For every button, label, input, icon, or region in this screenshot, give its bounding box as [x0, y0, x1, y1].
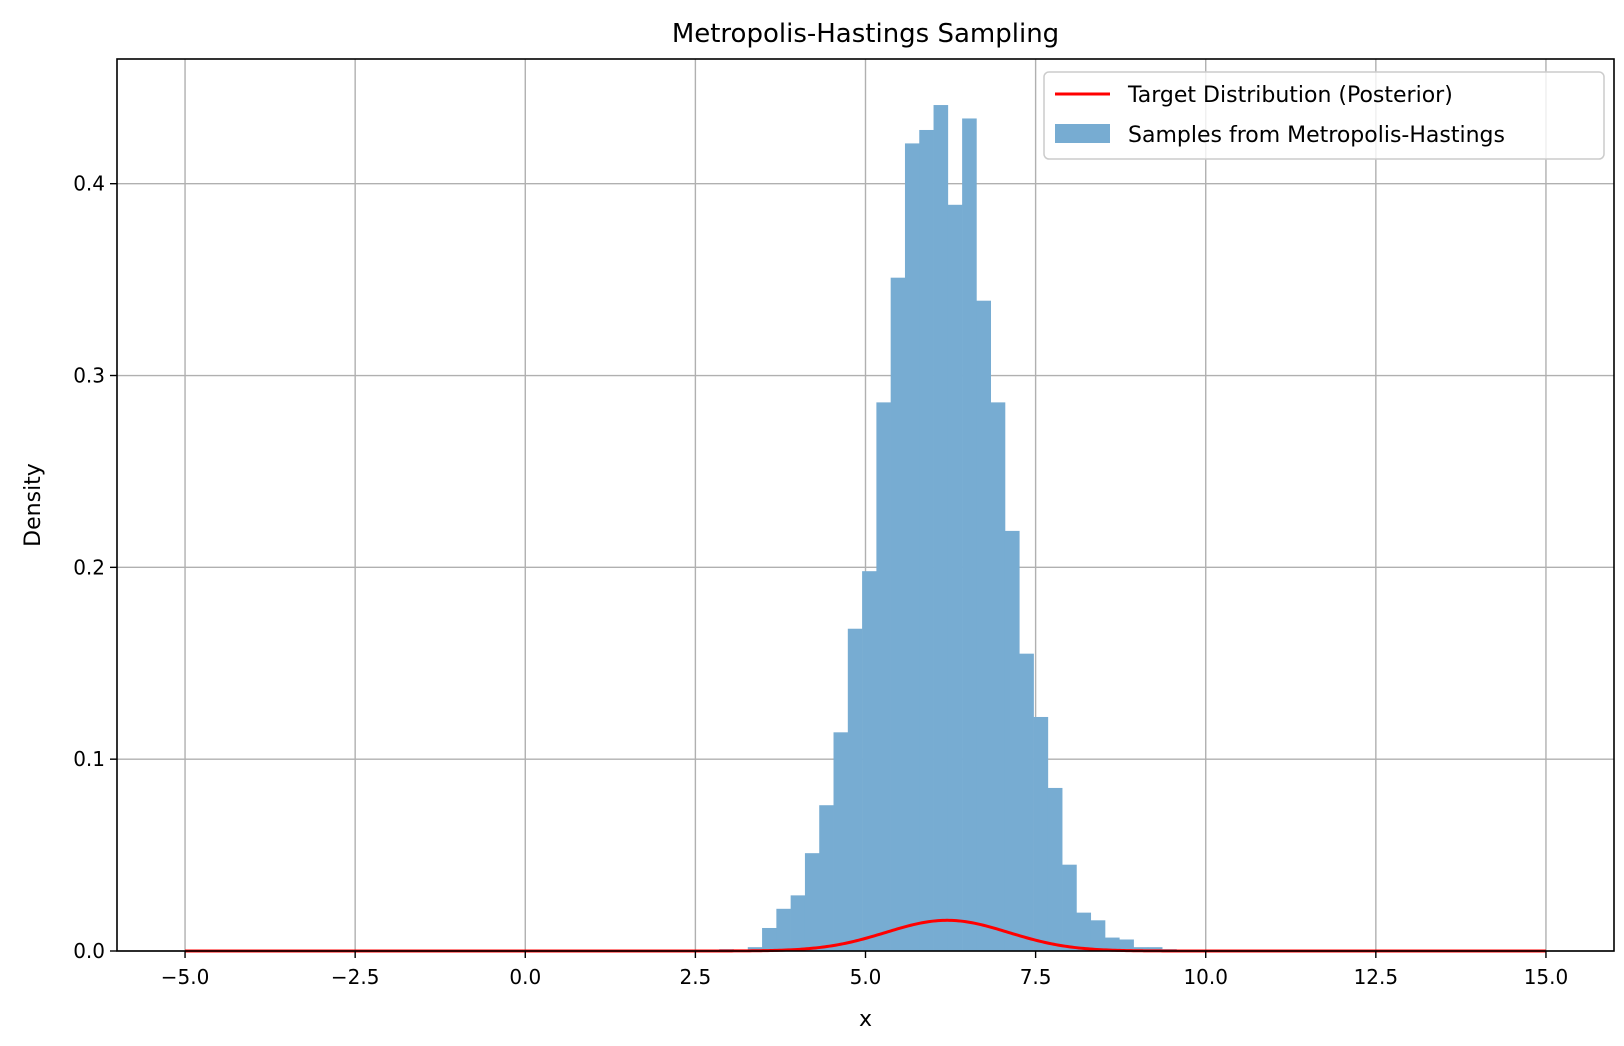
histogram-bar — [847, 628, 863, 951]
histogram-bar — [1119, 939, 1134, 951]
histogram-bar — [862, 571, 877, 951]
histogram-bar — [1076, 912, 1092, 951]
histogram-bar — [762, 927, 777, 951]
histogram-bar — [790, 895, 806, 951]
y-axis-label: Density — [21, 463, 46, 547]
legend-box — [1043, 71, 1605, 160]
x-tick-label: 5.0 — [850, 965, 882, 989]
histogram-bar — [919, 129, 934, 952]
histogram-bar — [1105, 937, 1120, 951]
histogram-bar — [1004, 530, 1020, 951]
histogram-bar — [1047, 787, 1063, 951]
histogram-bar — [1019, 653, 1034, 951]
legend: Target Distribution (Posterior) Samples … — [1043, 71, 1605, 160]
histogram-bar — [1062, 864, 1077, 951]
x-axis-label: x — [859, 1007, 872, 1032]
histogram-bar — [833, 732, 849, 951]
histogram-bar — [776, 908, 791, 951]
histogram-bar — [1033, 716, 1049, 951]
y-tick-label: 0.0 — [73, 939, 105, 963]
histogram-bar — [990, 402, 1006, 951]
x-tick-label: 15.0 — [1524, 965, 1569, 989]
x-tick-label: −5.0 — [161, 965, 210, 989]
x-tick-label: −2.5 — [331, 965, 380, 989]
legend-bar-label: Samples from Metropolis-Hastings — [1128, 123, 1505, 148]
x-tick-label: 10.0 — [1183, 965, 1228, 989]
x-tick-label: 0.0 — [509, 965, 541, 989]
chart-title: Metropolis-Hastings Sampling — [672, 19, 1059, 49]
histogram-bar — [804, 853, 820, 951]
histogram-bars — [719, 105, 1192, 952]
y-tick-label: 0.2 — [73, 555, 105, 579]
histogram-bar — [947, 204, 963, 951]
histogram-bar — [1133, 947, 1149, 951]
x-tick-label: 7.5 — [1020, 965, 1052, 989]
histogram-bar — [819, 805, 834, 951]
x-tick-label: 12.5 — [1354, 965, 1399, 989]
y-tick-label: 0.4 — [73, 172, 105, 196]
histogram-bar — [904, 143, 920, 951]
histogram-bar — [1147, 947, 1163, 951]
histogram-bar — [976, 300, 992, 951]
legend-line-label: Target Distribution (Posterior) — [1127, 83, 1453, 108]
histogram-bar — [962, 118, 977, 951]
histogram-bar — [890, 277, 906, 952]
legend-bar-swatch — [1055, 124, 1110, 143]
y-tick-label: 0.1 — [73, 747, 105, 771]
histogram-bar — [1090, 920, 1106, 951]
histogram-bar — [747, 947, 763, 951]
y-tick-label: 0.3 — [73, 364, 105, 388]
histogram-bar — [876, 402, 891, 951]
axis-ticks: −5.0 −2.5 0.0 2.5 5.0 7.5 10.0 12.5 15.0 0.0 0.1 0.… — [73, 172, 1568, 989]
x-tick-label: 2.5 — [679, 965, 711, 989]
histogram-bar — [933, 105, 949, 952]
